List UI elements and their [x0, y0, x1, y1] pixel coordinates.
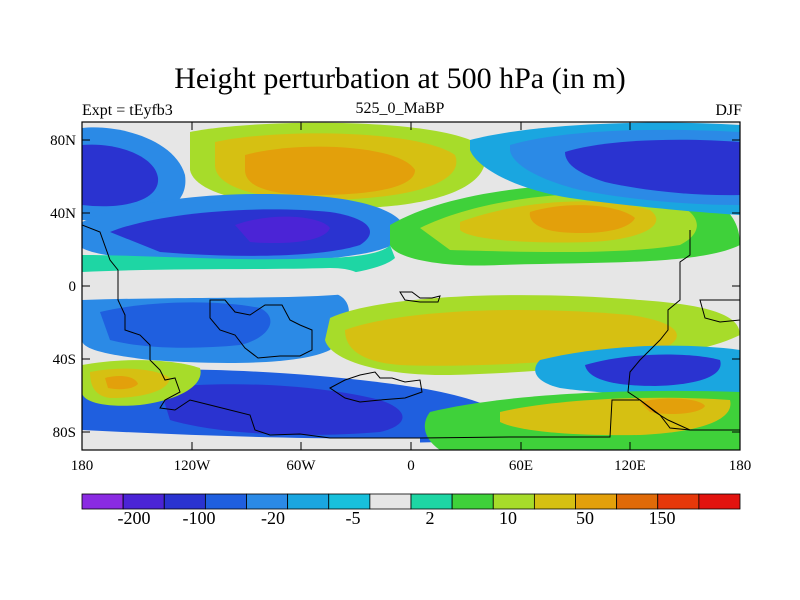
colorbar-swatch: [328, 493, 371, 510]
y-axis: [82, 139, 740, 433]
colorbar-swatch: [698, 493, 741, 510]
colorbar-swatch: [163, 493, 206, 510]
colorbar: [81, 493, 741, 510]
contour-south-pacific-core: [585, 354, 721, 386]
y-tick-label: 80N: [50, 133, 76, 149]
contour-south-subpolar-max: [640, 398, 705, 414]
contour-polar-gap: [82, 430, 420, 450]
x-tick-label: 180: [71, 458, 94, 474]
coastline-southern-continent: [329, 371, 423, 403]
colorbar-swatch: [533, 493, 576, 510]
contour-midlat-max: [235, 216, 330, 244]
x-tick-label: 120W: [174, 458, 212, 474]
colorbar-swatch: [410, 493, 453, 510]
x-tick-label: 60W: [286, 458, 316, 474]
colorbar-label: -5: [346, 508, 361, 528]
colorbar-label: 150: [649, 508, 676, 528]
coastline-east-landmass: [627, 230, 740, 431]
colorbar-swatch: [575, 493, 618, 510]
coastline-island-equator: [399, 291, 441, 303]
x-tick-label: 120E: [614, 458, 646, 474]
y-tick-label: 0: [69, 279, 77, 295]
season-label: DJF: [715, 102, 742, 119]
y-tick-labels: 80N 40N 0 40S 80S: [50, 133, 76, 441]
y-tick-label: 40S: [53, 352, 76, 368]
colorbar-swatch: [122, 493, 165, 510]
colorbar-label: 2: [426, 508, 435, 528]
coastline-east-island: [699, 299, 740, 323]
colorbar-swatch: [246, 493, 289, 510]
colorbar-label: -20: [261, 508, 285, 528]
colorbar-label: -200: [118, 508, 151, 528]
contour-central-asia-max: [529, 205, 635, 234]
colorbar-swatch: [492, 493, 535, 510]
contour-equatorial-gap: [82, 268, 364, 300]
colorbar-swatch: [287, 493, 330, 510]
contour-south-subtropical-core: [100, 302, 271, 348]
coastlines: [82, 224, 740, 439]
x-tick-label: 180: [729, 458, 752, 474]
chart-title: Height perturbation at 500 hPa (in m): [174, 62, 626, 95]
experiment-label: Expt = tEyfb3: [82, 102, 173, 119]
colorbar-swatch: [204, 493, 247, 510]
x-tick-labels: 180 120W 60W 0 60E 120E 180: [71, 458, 752, 474]
contour-north-america-core: [82, 144, 159, 207]
colorbar-label: 10: [499, 508, 517, 528]
contour-southern-ocean-core: [160, 384, 403, 435]
time-label: 525_0_MaBP: [355, 100, 445, 117]
colorbar-labels: -200 -100 -20 -5 2 10 50 150: [118, 508, 676, 528]
colorbar-swatch: [657, 493, 700, 510]
colorbar-swatch: [616, 493, 659, 510]
y-tick-label: 80S: [53, 425, 76, 441]
colorbar-swatch: [451, 493, 494, 510]
x-axis: [81, 122, 741, 450]
colorbar-swatch: [369, 493, 412, 510]
colorbar-label: -100: [183, 508, 216, 528]
contour-north-asia-core: [565, 139, 740, 196]
y-tick-label: 40N: [50, 206, 76, 222]
colorbar-swatch: [81, 493, 124, 510]
coastline-west-landmass: [209, 299, 313, 359]
colorbar-label: 50: [576, 508, 594, 528]
contour-north-atlantic-max: [245, 146, 415, 195]
x-tick-label: 0: [407, 458, 415, 474]
coastline-americas: [82, 224, 691, 439]
x-tick-label: 60E: [509, 458, 533, 474]
contour-sw-pacific-max: [105, 376, 138, 390]
